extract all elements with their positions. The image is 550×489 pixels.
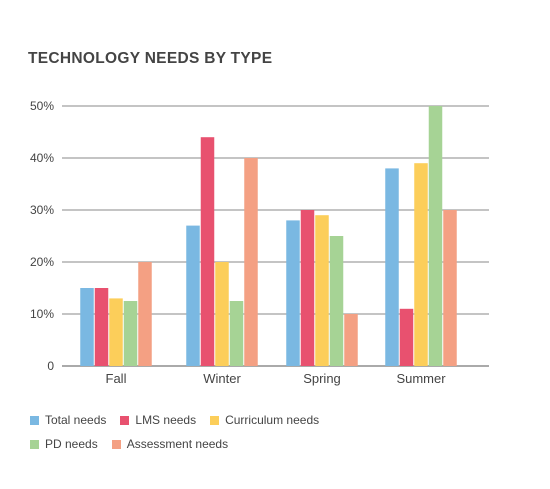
legend-swatch — [111, 439, 121, 449]
bar-curriculum-needs-summer — [414, 163, 428, 366]
bar-lms-needs-winter — [200, 137, 215, 366]
legend-label: Curriculum needs — [225, 413, 320, 427]
legend-row-1: Total needs LMS needs Curriculum needs — [30, 413, 333, 427]
bar-assessment-needs-winter — [244, 158, 258, 366]
legend-item-total-needs: Total needs — [30, 413, 106, 427]
y-tick-label: 50% — [30, 99, 54, 113]
chart-title: TECHNOLOGY NEEDS BY TYPE — [28, 50, 273, 67]
legend-label: Assessment needs — [126, 437, 229, 451]
legend-swatch — [30, 439, 39, 449]
legend-label: Total needs — [45, 413, 107, 427]
legend-item-lms-needs: LMS needs — [120, 413, 196, 427]
y-tick-label: 0 — [47, 359, 54, 373]
bar-total-needs-fall — [80, 288, 94, 366]
legend-label: LMS needs — [135, 413, 197, 427]
bar-curriculum-needs-fall — [109, 298, 123, 366]
y-tick-label: 10% — [30, 307, 54, 321]
y-tick-label: 20% — [30, 255, 54, 269]
bar-total-needs-winter — [186, 225, 200, 366]
legend-item-curriculum-needs: Curriculum needs — [210, 413, 319, 427]
legend-item-pd-needs: PD needs — [30, 437, 98, 451]
bar-assessment-needs-spring — [344, 314, 358, 366]
legend-swatch — [210, 415, 220, 425]
y-tick-label: 40% — [30, 151, 54, 165]
bar-pd-needs-summer — [428, 106, 443, 366]
bar-pd-needs-fall — [123, 301, 138, 366]
x-tick-label: Winter — [203, 371, 241, 386]
bar-lms-needs-summer — [399, 308, 414, 366]
x-axis-ticks: Fall Winter Spring Summer — [106, 371, 447, 386]
y-tick-label: 30% — [30, 203, 54, 217]
x-tick-label: Fall — [106, 371, 127, 386]
bar-assessment-needs-summer — [443, 210, 457, 366]
legend-label: PD needs — [45, 437, 98, 451]
legend-row-2: PD needs Assessment needs — [30, 437, 242, 451]
bar-pd-needs-winter — [229, 301, 244, 366]
legend-item-assessment-needs: Assessment needs — [111, 437, 229, 451]
legend-swatch — [120, 415, 130, 425]
legend-swatch — [30, 415, 39, 425]
bar-total-needs-summer — [385, 168, 399, 366]
bar-total-needs-spring — [286, 220, 300, 366]
y-axis-ticks: 0 10% 20% 30% 40% 50% — [30, 99, 54, 373]
bar-assessment-needs-fall — [138, 262, 152, 366]
bar-curriculum-needs-spring — [315, 215, 329, 366]
bar-lms-needs-spring — [300, 210, 315, 366]
bar-pd-needs-spring — [329, 236, 344, 366]
x-tick-label: Spring — [303, 371, 341, 386]
bar-lms-needs-fall — [94, 288, 109, 366]
bars — [80, 106, 457, 366]
bar-curriculum-needs-winter — [215, 262, 229, 366]
x-tick-label: Summer — [396, 371, 446, 386]
